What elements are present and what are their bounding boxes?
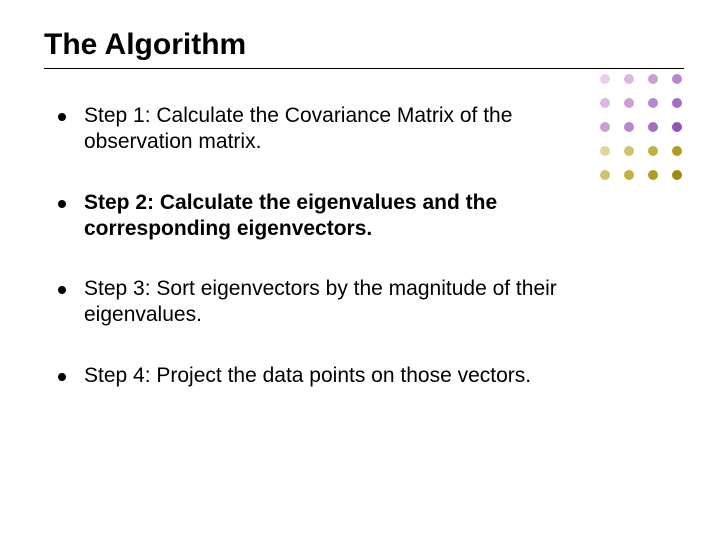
decor-dot	[672, 74, 682, 84]
decor-dot	[648, 122, 658, 132]
decor-dot	[624, 122, 634, 132]
list-item: Step 1: Calculate the Covariance Matrix …	[58, 103, 584, 156]
bullet-icon	[58, 113, 66, 121]
bullet-text: Step 3: Sort eigenvectors by the magnitu…	[84, 276, 584, 329]
decor-dot	[672, 146, 682, 156]
decor-dot	[648, 98, 658, 108]
decor-dot	[600, 74, 610, 84]
bullet-text: Step 2: Calculate the eigenvalues and th…	[84, 190, 584, 243]
decor-dot	[624, 170, 634, 180]
bullet-icon	[58, 373, 66, 381]
title-rule	[44, 68, 684, 69]
bullet-icon	[58, 286, 66, 294]
decor-dot	[648, 74, 658, 84]
decor-dot	[648, 170, 658, 180]
decor-dot	[672, 170, 682, 180]
decor-dot	[672, 98, 682, 108]
bullet-list: Step 1: Calculate the Covariance Matrix …	[44, 103, 584, 389]
decor-dot	[600, 146, 610, 156]
list-item: Step 4: Project the data points on those…	[58, 363, 584, 389]
decor-dot	[648, 146, 658, 156]
slide-title: The Algorithm	[44, 28, 680, 62]
decor-dot	[600, 98, 610, 108]
decor-dot-grid	[598, 72, 694, 184]
decor-dot	[672, 122, 682, 132]
list-item: Step 3: Sort eigenvectors by the magnitu…	[58, 276, 584, 329]
list-item: Step 2: Calculate the eigenvalues and th…	[58, 190, 584, 243]
decor-dot	[624, 146, 634, 156]
decor-dot	[624, 98, 634, 108]
bullet-text: Step 4: Project the data points on those…	[84, 363, 584, 389]
decor-dot	[600, 122, 610, 132]
decor-dot	[624, 74, 634, 84]
slide: The Algorithm Step 1: Calculate the Cova…	[0, 0, 720, 540]
bullet-text: Step 1: Calculate the Covariance Matrix …	[84, 103, 584, 156]
decor-dot	[600, 170, 610, 180]
bullet-icon	[58, 200, 66, 208]
